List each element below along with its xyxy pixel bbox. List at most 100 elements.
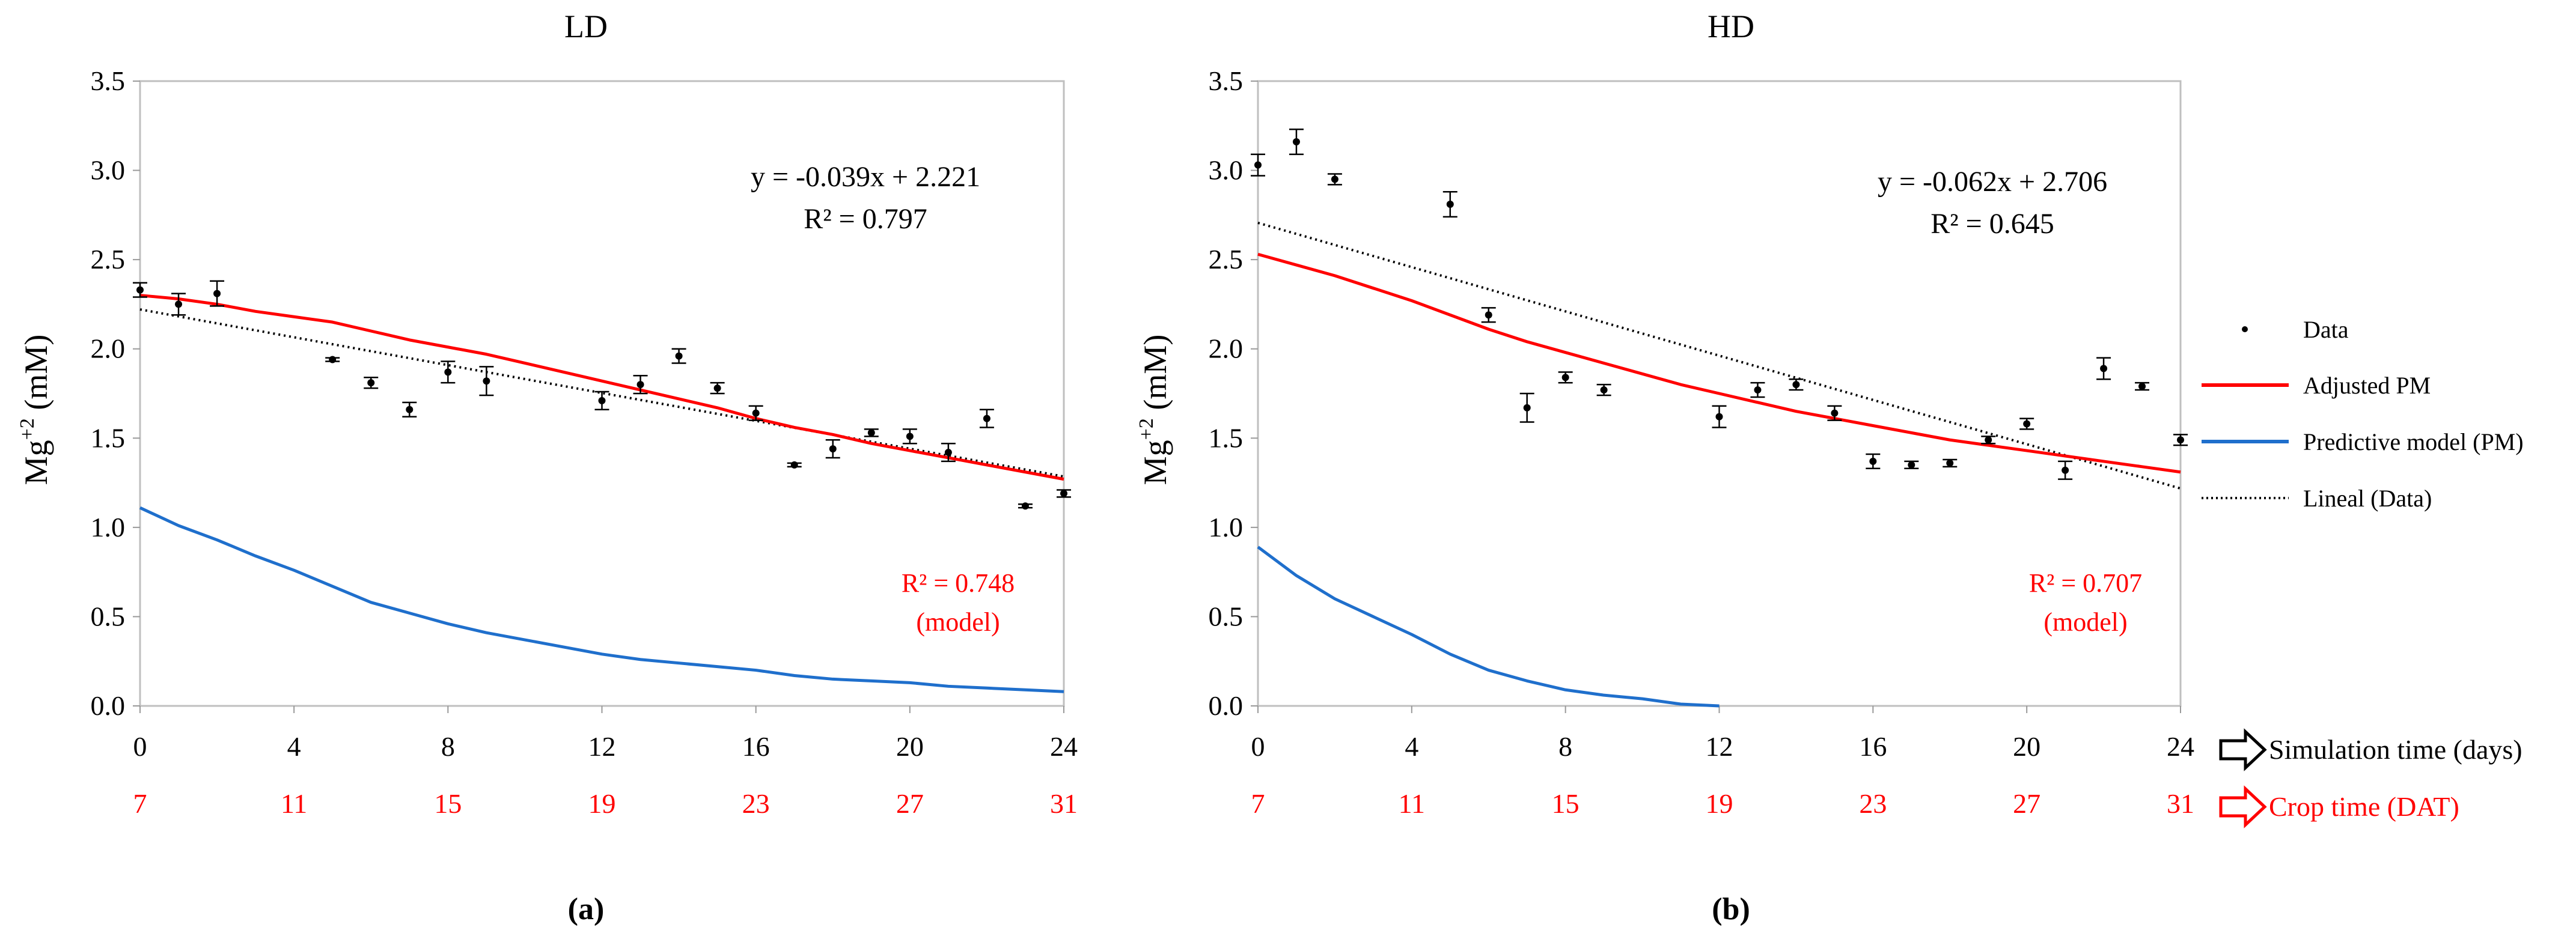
chart-panel-hd: HD (b) Mg+2 (mM) y = -0.062x + 2.706 R² … (1135, 8, 2194, 926)
figure-caption: (b) (1712, 892, 1750, 926)
chart-panel-ld: LD (a) Mg+2 (mM) y = -0.039x + 2.221 R² … (16, 8, 1078, 926)
data-point (444, 368, 452, 376)
crop-tick-label: 11 (1399, 788, 1425, 819)
data-point (1060, 490, 1067, 497)
y-tick-label: 2.5 (91, 244, 126, 275)
adjusted-pm-line (1257, 252, 2181, 474)
y-axis-label-superscript: +2 (1135, 418, 1158, 440)
y-axis-label: Mg+2 (mM) (16, 335, 54, 485)
trend-equation: y = -0.062x + 2.706 (1878, 166, 2107, 198)
data-point (944, 449, 952, 457)
data-point (1715, 413, 1723, 421)
x-tick-label: 8 (441, 731, 455, 762)
y-tick-label: 2.0 (91, 333, 126, 364)
trend-equation: y = -0.039x + 2.221 (751, 161, 980, 193)
y-tick-label: 1.0 (91, 512, 126, 542)
crop-tick-label: 19 (1706, 788, 1733, 819)
crop-tick-label: 7 (1251, 788, 1265, 819)
y-tick-label: 1.0 (1209, 512, 1244, 542)
data-point (1869, 457, 1877, 465)
x-tick-label: 16 (1859, 731, 1887, 762)
y-tick-label: 3.0 (1209, 155, 1244, 186)
y-tick-label: 3.0 (91, 155, 126, 186)
crop-tick-label: 23 (1859, 788, 1887, 819)
data-point (1561, 374, 1569, 381)
trend-r2: R² = 0.797 (804, 203, 927, 235)
data-point (2100, 365, 2108, 372)
data-point (175, 300, 183, 308)
data-point (367, 379, 375, 387)
legend-predictive-label: Predictive model (PM) (2303, 428, 2524, 455)
crop-tick-label: 31 (2167, 788, 2194, 819)
data-point (406, 406, 414, 413)
data-point (1946, 459, 1954, 467)
y-tick-label: 2.5 (1209, 244, 1244, 275)
data-point (483, 377, 490, 385)
data-point (1908, 461, 1915, 469)
adjusted-pm-line (139, 294, 1064, 481)
x-tick-label: 8 (1558, 731, 1572, 762)
data-point (1985, 436, 1992, 444)
chart-title: HD (1708, 8, 1754, 44)
data-point (636, 381, 644, 389)
y-axis-label-main: Mg (1137, 440, 1173, 485)
data-point (1254, 161, 1262, 169)
data-point (675, 352, 683, 360)
data-point (2138, 383, 2146, 391)
data-point (829, 445, 837, 453)
data-point (1446, 201, 1454, 208)
figure-caption: (a) (568, 892, 605, 926)
x-tick-label: 20 (896, 731, 924, 762)
legend-data-marker (2242, 326, 2248, 332)
simulation-arrow-icon (2219, 728, 2267, 771)
data-point (2062, 466, 2069, 474)
crop-tick-label: 11 (281, 788, 307, 819)
y-tick-label: 1.5 (1209, 422, 1244, 453)
y-axis-label-unit: (mM) (18, 335, 54, 418)
data-point (752, 409, 760, 417)
crop-tick-label: 19 (588, 788, 616, 819)
x-tick-label: 20 (2013, 731, 2040, 762)
y-tick-label: 2.0 (1209, 333, 1244, 364)
crop-tick-label: 27 (2013, 788, 2040, 819)
y-tick-label: 3.5 (1209, 65, 1244, 96)
data-point (329, 356, 337, 363)
legend-item-data: Data (2242, 316, 2349, 343)
data-point (1331, 175, 1338, 183)
model-r2: R² = 0.748 (902, 568, 1015, 598)
data-point (1523, 404, 1531, 412)
y-tick-label: 0.5 (1209, 601, 1244, 631)
data-point (906, 433, 914, 440)
model-r2-note: (model) (916, 607, 1000, 637)
data-point (1292, 138, 1300, 146)
predictive-model-line (139, 506, 1064, 693)
legend-lineal-label: Lineal (Data) (2303, 485, 2432, 512)
x-tick-label: 0 (133, 731, 147, 762)
data-point (1021, 502, 1029, 510)
crop-arrow-icon (2219, 785, 2267, 828)
x-tick-label: 12 (1706, 731, 1733, 762)
data-point (983, 415, 990, 422)
x-tick-label: 24 (2167, 731, 2194, 762)
data-point (713, 384, 721, 392)
data-point (1754, 386, 1762, 394)
legend: Data Adjusted PM Predictive model (PM) L… (2202, 316, 2524, 512)
x-tick-label: 4 (1405, 731, 1418, 762)
data-point (213, 290, 221, 297)
x-tick-label: 4 (287, 731, 301, 762)
data-point (136, 286, 144, 294)
predictive-model-line (1257, 545, 1720, 708)
trend-r2: R² = 0.645 (1930, 208, 2054, 240)
y-tick-label: 0.0 (1209, 690, 1244, 721)
x-tick-label: 24 (1050, 731, 1078, 762)
legend-item-predictive: Predictive model (PM) (2202, 428, 2524, 455)
axis-notes: Simulation time (days) Crop time (DAT) (2219, 728, 2523, 828)
y-axis-label-superscript: +2 (16, 418, 38, 440)
y-axis-label-unit: (mM) (1137, 335, 1173, 418)
y-tick-label: 0.0 (91, 690, 126, 721)
crop-tick-label: 15 (434, 788, 462, 819)
crop-tick-label: 23 (742, 788, 770, 819)
data-point (1600, 386, 1608, 394)
legend-item-lineal: Lineal (Data) (2202, 485, 2432, 512)
model-r2: R² = 0.707 (2029, 568, 2142, 598)
